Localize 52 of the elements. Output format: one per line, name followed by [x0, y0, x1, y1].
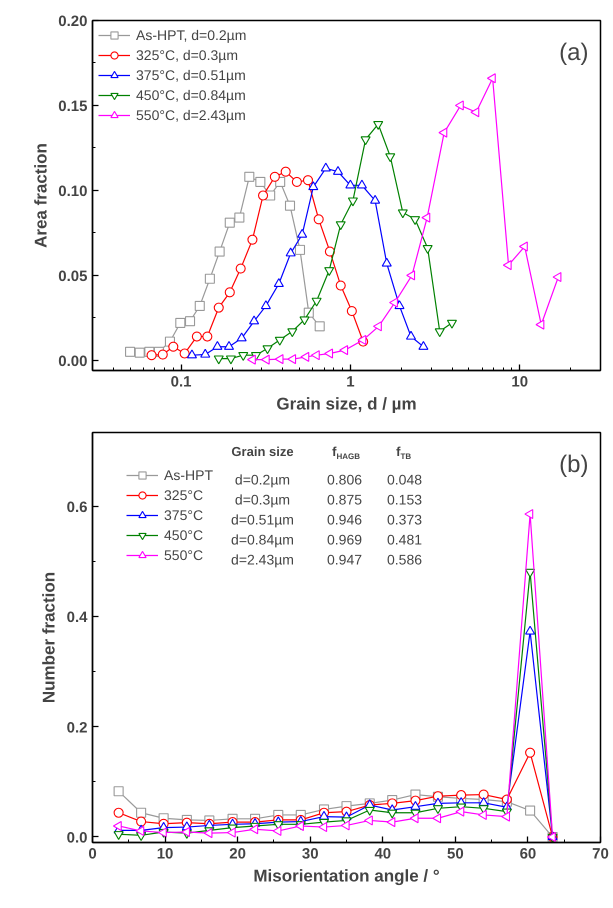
annotation: 0.481 — [386, 532, 422, 548]
y-axis-title: Area fraction — [31, 143, 50, 248]
legend-label: As-HPT — [164, 466, 213, 484]
y-axis-title: Number fraction — [40, 572, 59, 704]
legend-label: 550°C — [164, 546, 204, 564]
y-tick-label: 0.05 — [58, 268, 88, 285]
legend-label: 450°C — [164, 526, 204, 544]
legend-label: 550°C, d=2.43µm — [136, 106, 246, 124]
y-tick-label: 0.0 — [66, 829, 88, 846]
annotation: (a) — [559, 39, 589, 66]
x-tick-label: 60 — [520, 846, 536, 862]
annotation: 0.586 — [386, 552, 422, 568]
y-tick-label: 0.4 — [66, 609, 88, 626]
annotation: (b) — [559, 451, 589, 478]
y-tick-label: 0.2 — [66, 719, 88, 736]
annotation: 0.806 — [326, 472, 362, 488]
annotation: 0.946 — [326, 512, 362, 528]
y-tick-label: 0.10 — [58, 182, 88, 200]
x-tick-label: 10 — [156, 846, 174, 862]
y-tick-label: 0.20 — [58, 13, 88, 30]
x-tick-label: 20 — [229, 846, 246, 862]
y-tick-label: 0.00 — [58, 352, 88, 370]
annotation: 0.875 — [326, 492, 362, 508]
x-tick-label: 0.1 — [170, 374, 192, 390]
annotation: d=0.51µm — [231, 512, 294, 528]
x-tick-label: 10 — [511, 374, 528, 390]
annotation: 0.153 — [386, 492, 422, 508]
annotation: 0.373 — [386, 512, 422, 528]
annotation: Grain size — [231, 444, 294, 459]
x-tick-label: 50 — [447, 846, 464, 862]
legend-label: 325°C, d=0.3µm — [136, 46, 238, 64]
x-tick-label: 70 — [592, 846, 609, 862]
x-tick-label: 30 — [302, 846, 319, 862]
annotation: d=0.84µm — [231, 532, 294, 548]
annotation: d=0.3µm — [234, 492, 290, 508]
y-tick-label: 0.6 — [66, 498, 88, 516]
legend-label: As-HPT, d=0.2µm — [136, 26, 246, 44]
legend-label: 450°C, d=0.84µm — [136, 86, 246, 104]
legend-label: 325°C — [164, 486, 204, 504]
annotation: d=2.43µm — [231, 552, 294, 568]
x-axis-title: Misorientation angle / ° — [253, 866, 440, 886]
annotation: 0.969 — [326, 532, 362, 548]
annotation: 0.048 — [386, 472, 422, 488]
x-tick-label: 40 — [374, 846, 392, 862]
x-axis-title: Grain size, d / µm — [276, 394, 417, 414]
x-tick-label: 1 — [346, 374, 355, 390]
legend-label: 375°C, d=0.51µm — [136, 66, 246, 84]
legend-label: 375°C — [164, 506, 204, 524]
x-tick-label: 0 — [88, 846, 97, 862]
annotation: d=0.2µm — [234, 472, 290, 488]
y-tick-label: 0.15 — [58, 98, 88, 115]
annotation: 0.947 — [326, 552, 362, 568]
